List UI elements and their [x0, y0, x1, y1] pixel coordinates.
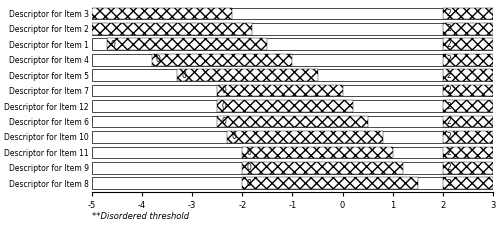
Text: 2: 2 [447, 71, 452, 80]
Text: 0: 0 [246, 148, 251, 157]
Text: 0: 0 [221, 117, 226, 126]
Bar [92, 38, 493, 50]
Text: 2: 2 [447, 117, 452, 126]
Text: 0: 0 [111, 40, 116, 49]
Text: 0: 0 [246, 179, 251, 188]
Text: 2: 2 [447, 148, 452, 157]
Bar [217, 100, 352, 112]
Text: 2: 2 [447, 9, 452, 18]
Bar [443, 69, 493, 81]
Text: 0: 0 [221, 101, 226, 110]
Bar [443, 23, 493, 35]
Bar [227, 131, 382, 143]
Bar [443, 85, 493, 96]
Text: 2: 2 [447, 132, 452, 141]
Bar [177, 69, 318, 81]
Bar [92, 8, 493, 19]
Text: 2: 2 [447, 179, 452, 188]
Text: 2: 2 [447, 101, 452, 110]
Bar [92, 85, 493, 96]
Bar [217, 85, 342, 96]
Bar [92, 8, 232, 19]
Text: 0: 0 [221, 86, 226, 95]
Bar [217, 116, 368, 127]
Bar [92, 69, 493, 81]
Bar [92, 162, 493, 173]
Bar [92, 54, 493, 65]
Text: 2: 2 [447, 55, 452, 64]
Bar [92, 146, 493, 158]
Bar [443, 100, 493, 112]
Text: 0: 0 [246, 163, 251, 172]
Bar [443, 177, 493, 189]
Bar [443, 131, 493, 143]
Bar [92, 100, 493, 112]
Bar [106, 38, 268, 50]
Bar [443, 54, 493, 65]
Bar [92, 131, 493, 143]
Text: 2: 2 [447, 24, 452, 33]
Bar [443, 162, 493, 173]
Bar [242, 177, 418, 189]
Bar [443, 116, 493, 127]
Text: 2: 2 [447, 163, 452, 172]
X-axis label: **Disordered threshold: **Disordered threshold [92, 212, 189, 221]
Bar [92, 23, 493, 35]
Bar [92, 116, 493, 127]
Bar [443, 146, 493, 158]
Bar [443, 38, 493, 50]
Bar [242, 162, 403, 173]
Text: 0: 0 [181, 71, 186, 80]
Text: 2: 2 [447, 86, 452, 95]
Text: 0: 0 [231, 132, 236, 141]
Text: 0: 0 [156, 55, 161, 64]
Bar [92, 177, 493, 189]
Bar [92, 23, 252, 35]
Bar [152, 54, 292, 65]
Bar [443, 8, 493, 19]
Bar [242, 146, 393, 158]
Text: 2: 2 [447, 40, 452, 49]
